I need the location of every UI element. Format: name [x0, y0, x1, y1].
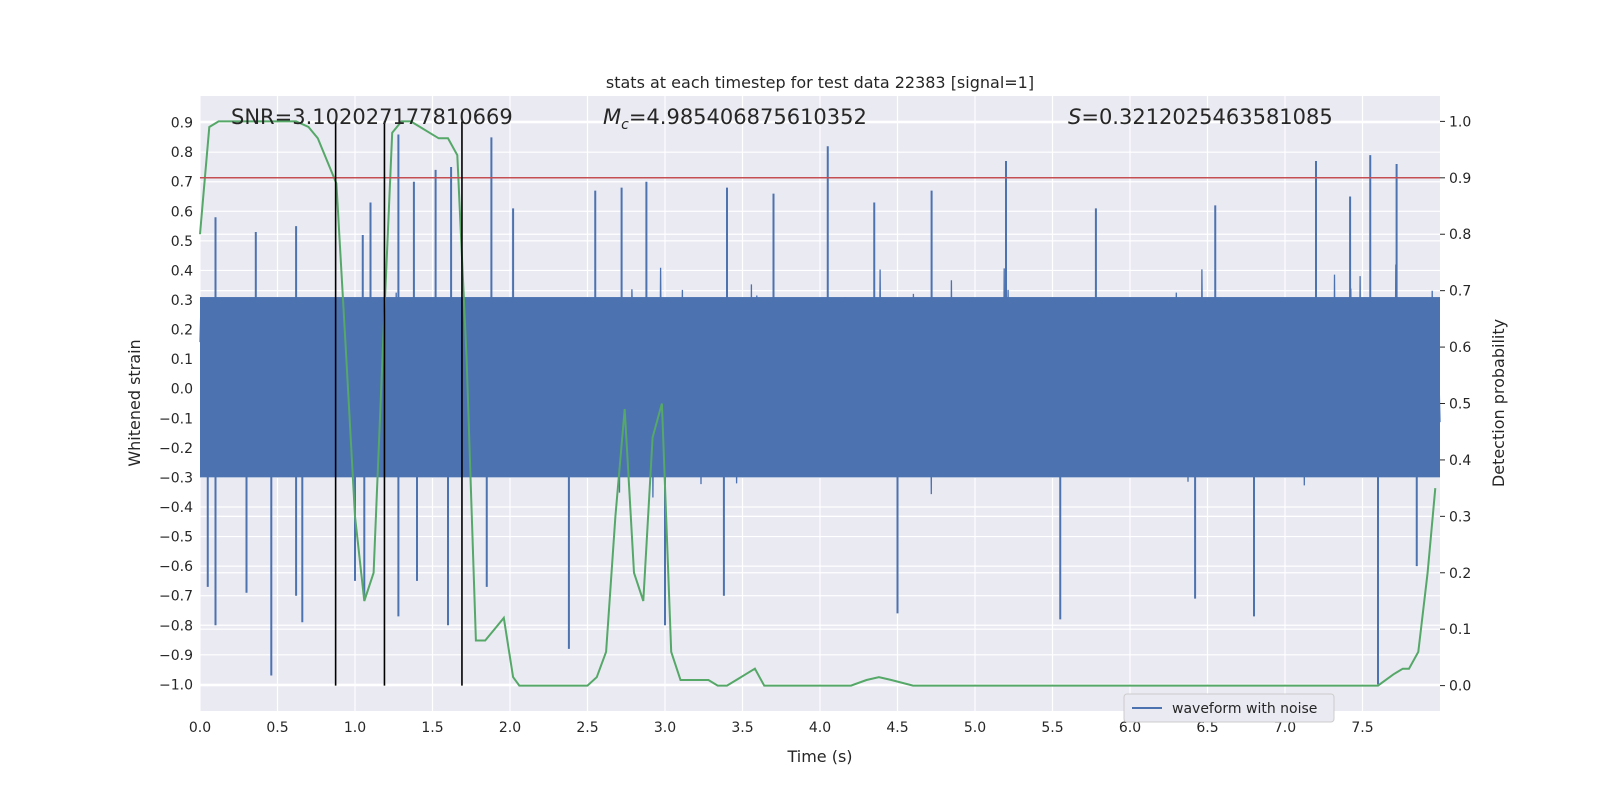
y-tick-label: −0.7 — [159, 589, 193, 605]
y2-tick-label: 0.4 — [1449, 453, 1471, 469]
legend: waveform with noise — [1123, 693, 1335, 723]
y-tick-label: 0.1 — [171, 352, 193, 368]
x-tick-label: 4.0 — [809, 720, 831, 736]
y-axis-label: Whitened strain — [125, 339, 144, 466]
mc-annotation: Mc=4.985406875610352 — [603, 105, 867, 133]
x-tick-label: 1.0 — [344, 720, 366, 736]
y2-tick-label: 0.8 — [1449, 227, 1471, 243]
legend-label-waveform: waveform with noise — [1172, 701, 1317, 717]
y2-tick-label: 0.0 — [1449, 679, 1471, 695]
chart-title: stats at each timestep for test data 223… — [606, 73, 1034, 92]
y-tick-label: −0.9 — [159, 648, 193, 664]
y-tick-label: −0.4 — [159, 500, 193, 516]
y-tick-label: −0.6 — [159, 559, 193, 575]
y2-tick-label: 0.6 — [1449, 340, 1471, 356]
x-tick-label: 3.0 — [654, 720, 676, 736]
y-tick-label: 0.5 — [171, 234, 193, 250]
snr-annotation: SNR=3.102027177810669 — [231, 105, 513, 129]
x-tick-label: 2.5 — [576, 720, 598, 736]
y-tick-label: 0.7 — [171, 175, 193, 191]
s-annotation: S=0.3212025463581085 — [1068, 105, 1333, 129]
probability-series — [199, 120, 1440, 687]
y2-tick-label: 0.1 — [1449, 622, 1471, 638]
y2-tick-label: 0.2 — [1449, 566, 1471, 582]
y-tick-label: −1.0 — [159, 677, 193, 693]
x-tick-label: 6.5 — [1196, 720, 1218, 736]
x-tick-label: 7.0 — [1274, 720, 1296, 736]
x-tick-label: 2.0 — [499, 720, 521, 736]
y2-tick-label: 0.9 — [1449, 171, 1471, 187]
x-tick-label: 7.5 — [1351, 720, 1373, 736]
y2-tick-label: 1.0 — [1449, 114, 1471, 130]
x-tick-label: 1.5 — [421, 720, 443, 736]
y-tick-label: 0.3 — [171, 293, 193, 309]
waveform-series — [199, 134, 1441, 685]
y-tick-label: −0.5 — [159, 530, 193, 546]
y-tick-label: −0.8 — [159, 618, 193, 634]
s-symbol: S — [1068, 105, 1081, 129]
y-tick-label: 0.2 — [171, 323, 193, 339]
legend-box — [1123, 693, 1335, 723]
y-tick-label: 0.9 — [171, 116, 193, 132]
y-tick-label: 0.4 — [171, 263, 193, 279]
mc-value: =4.985406875610352 — [629, 105, 867, 129]
y2-tick-label: 0.3 — [1449, 509, 1471, 525]
y-tick-label: 0.6 — [171, 204, 193, 220]
s-value: =0.3212025463581085 — [1081, 105, 1332, 129]
x-tick-label: 4.5 — [886, 720, 908, 736]
x-axis-label: Time (s) — [786, 747, 852, 766]
y-tick-label: −0.2 — [159, 441, 193, 457]
y-tick-label: 0.0 — [171, 382, 193, 398]
waveform-dense-band — [200, 297, 1440, 478]
x-tick-label: 0.0 — [189, 720, 211, 736]
y-tick-label: 0.8 — [171, 145, 193, 161]
axes: 0.0 0.5 1.0 1.5 2.0 2.5 3.0 3.5 4.0 4.5 5.0 5.5 6.0 6… — [159, 114, 1471, 736]
y2-tick-label: 0.7 — [1449, 284, 1471, 300]
y-tick-label: −0.3 — [159, 470, 193, 486]
detection-probability-line — [199, 120, 1437, 687]
x-tick-label: 0.5 — [266, 720, 288, 736]
mc-symbol: M — [603, 105, 621, 129]
y2-tick-label: 0.5 — [1449, 397, 1471, 413]
y2-axis-label: Detection probability — [1489, 319, 1508, 487]
x-tick-label: 3.5 — [731, 720, 753, 736]
x-tick-label: 5.0 — [964, 720, 986, 736]
x-tick-label: 5.5 — [1041, 720, 1063, 736]
y-tick-label: −0.1 — [159, 411, 193, 427]
mc-subscript: c — [621, 117, 629, 133]
x-tick-label: 6.0 — [1119, 720, 1141, 736]
